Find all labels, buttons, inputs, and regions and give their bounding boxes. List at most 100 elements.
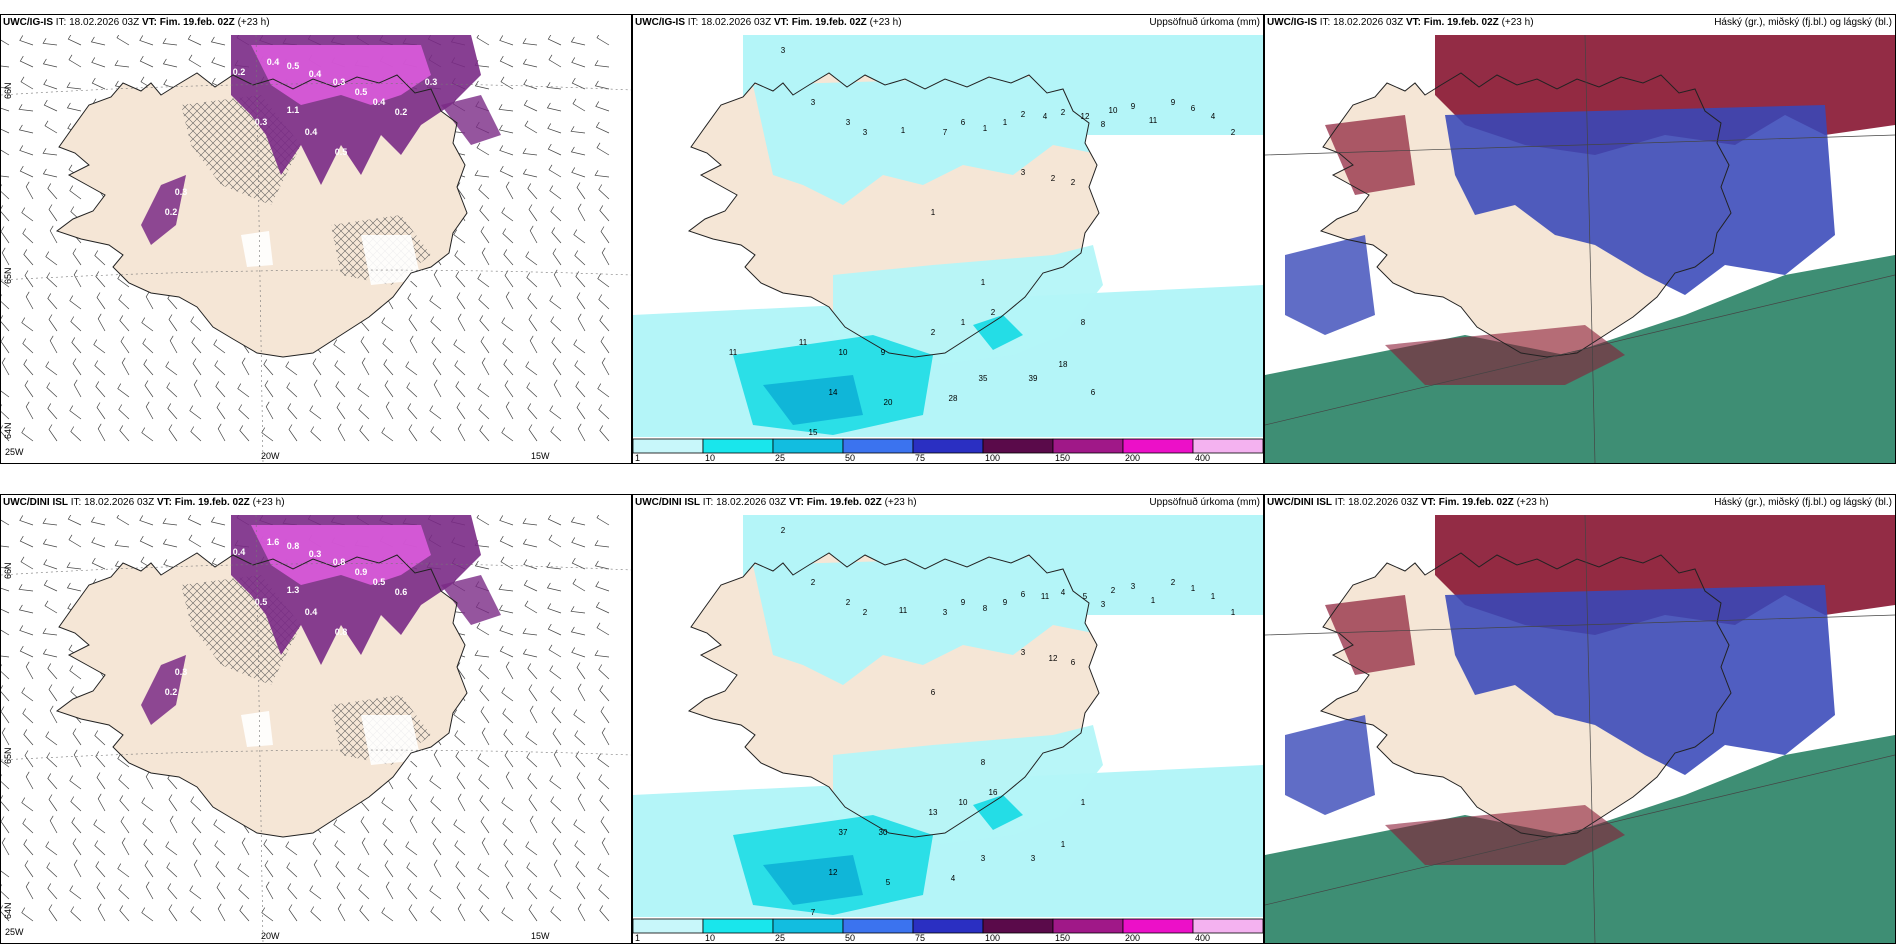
wind-barb <box>407 773 418 790</box>
wind-barb <box>553 269 562 288</box>
wind-barb <box>116 515 130 526</box>
wind-barb <box>139 55 154 68</box>
wind-barb <box>546 102 562 112</box>
precip-value: 9 <box>1003 598 1008 607</box>
cloud-high <box>1325 115 1415 195</box>
panel-precip-ig-is[interactable]: UWC/IG-IS IT: 18.02.2026 03Z VT: Fim. 19… <box>632 14 1264 464</box>
wind-barb <box>1 86 10 90</box>
wind-barb <box>215 861 226 878</box>
precip-map[interactable]: 3 3 3 3 1 7 6 1 1 2 4 2 12 8 10 9 11 9 6 4 2 3 2 2 1 1 1 2 2 9 10 14 15 2… <box>633 35 1263 463</box>
panel-cloud-ig-is[interactable]: UWC/IG-IS IT: 18.02.2026 03Z VT: Fim. 19… <box>1264 14 1896 464</box>
wind-barb <box>383 359 394 376</box>
wind-barb <box>139 535 154 548</box>
colorbar-swatch <box>1052 438 1124 454</box>
wind-barb <box>1 884 10 900</box>
wind-map[interactable]: 66N 65N 64N 25W 20W 15W 0.2 0.4 0.5 0.4 0.3 1.1 0.5 0… <box>1 35 631 463</box>
colorbar-tick: 25 <box>775 933 785 943</box>
precip-value: 11 <box>1149 116 1158 125</box>
precip-map[interactable]: 2 2 2 2 11 3 9 8 9 6 11 4 5 3 2 3 1 2 1 1 1 3 12 6 6 8 10 16 13 30 37 1… <box>633 515 1263 943</box>
wind-barb <box>480 226 490 244</box>
wind-barb <box>572 578 586 592</box>
colorbar-svg: 1 10 25 50 75 100 150 200 400 <box>633 437 1263 463</box>
wind-barb <box>120 816 130 834</box>
precip-value: 2 <box>1021 110 1026 119</box>
panel-wind-ig-is[interactable]: UWC/IG-IS IT: 18.02.2026 03Z VT: Fim. 19… <box>0 14 632 464</box>
wind-barb <box>334 360 346 376</box>
map-canvas[interactable]: 66N 65N 64N 25W 20W 15W 0.4 1.6 0.8 0.3 0.8 1.3 0.9 0… <box>1 515 631 943</box>
wind-barb <box>570 516 586 526</box>
wind-barb <box>49 335 58 354</box>
wind-barb <box>480 706 490 724</box>
wind-barb <box>474 170 490 178</box>
panel-title: UWC/DINI ISL IT: 18.02.2026 03Z VT: Fim.… <box>1267 497 1549 508</box>
wind-barb <box>570 36 586 46</box>
precip-value: 3 <box>1131 582 1136 591</box>
wind-barb <box>570 606 586 614</box>
wind-barb <box>21 207 34 222</box>
map-canvas[interactable] <box>1265 35 1895 463</box>
wind-barb <box>141 317 154 332</box>
it-value: 18.02.2026 03Z <box>84 497 155 508</box>
wind-barb <box>433 269 442 288</box>
map-canvas[interactable] <box>1265 515 1895 943</box>
wind-barb <box>165 841 178 856</box>
wind-barb <box>502 708 514 724</box>
map-canvas[interactable]: 66N 65N 64N 25W 20W 15W 0.2 0.4 0.5 0.4 0.3 1.1 0.5 0… <box>1 35 631 463</box>
cloud-map[interactable] <box>1265 515 1895 943</box>
wind-barb <box>382 338 394 354</box>
panel-precip-dini[interactable]: UWC/DINI ISL IT: 18.02.2026 03Z VT: Fim.… <box>632 494 1264 944</box>
wind-barb <box>526 862 538 878</box>
wind-barb <box>549 405 562 420</box>
wind-barb <box>25 401 34 420</box>
wind-barb <box>143 359 154 376</box>
wind-barb <box>550 686 562 702</box>
wind-barb <box>69 185 82 200</box>
wind-barb <box>42 628 58 636</box>
cloud-map[interactable] <box>1265 35 1895 463</box>
snow-field <box>141 515 501 725</box>
wind-barb <box>504 750 514 768</box>
precip-value: 39 <box>1029 374 1038 383</box>
wind-barb <box>1 664 10 680</box>
colorbar-swatch <box>842 438 914 454</box>
wind-barb <box>139 35 154 46</box>
wind-barb <box>261 907 274 922</box>
precip-value: 11 <box>729 348 738 357</box>
snow-value: 0.4 <box>305 127 318 137</box>
wind-barb <box>217 903 226 922</box>
wind-barb <box>1 404 10 420</box>
panel-wind-dini[interactable]: UWC/DINI ISL IT: 18.02.2026 03Z VT: Fim.… <box>0 494 632 944</box>
wind-barb <box>91 77 106 90</box>
wind-barb <box>1 383 10 398</box>
wind-barb <box>527 883 538 900</box>
precip-value: 4 <box>1211 112 1216 121</box>
wind-barb <box>69 665 82 680</box>
wind-barb <box>1 336 10 354</box>
wind-barb <box>577 793 586 812</box>
wind-barb <box>474 80 490 90</box>
wind-barb <box>19 625 34 636</box>
precip-area <box>833 245 1103 365</box>
wind-barb <box>288 904 298 922</box>
wind-barb <box>117 383 130 398</box>
wind-barb <box>21 687 34 702</box>
precip-value: 2 <box>1071 178 1076 187</box>
panel-cloud-dini[interactable]: UWC/DINI ISL IT: 18.02.2026 03Z VT: Fim.… <box>1264 494 1896 944</box>
wind-barb <box>141 907 154 922</box>
precip-value: 8 <box>983 604 988 613</box>
wind-barb <box>264 380 274 398</box>
wind-barb <box>505 771 514 790</box>
wind-barb <box>457 423 466 442</box>
wind-barb <box>68 54 82 68</box>
precip-value: 4 <box>951 874 956 883</box>
wind-barb <box>480 816 490 834</box>
wind-map[interactable]: 66N 65N 64N 25W 20W 15W 0.4 1.6 0.8 0.3 0.8 1.3 0.9 0… <box>1 515 631 943</box>
precip-value: 2 <box>1231 128 1236 137</box>
wind-barb <box>237 383 250 398</box>
precip-value: 30 <box>879 828 888 837</box>
lead-time: (+23 h) <box>252 497 285 508</box>
wind-barb <box>478 294 490 310</box>
wind-barb <box>1 247 10 266</box>
